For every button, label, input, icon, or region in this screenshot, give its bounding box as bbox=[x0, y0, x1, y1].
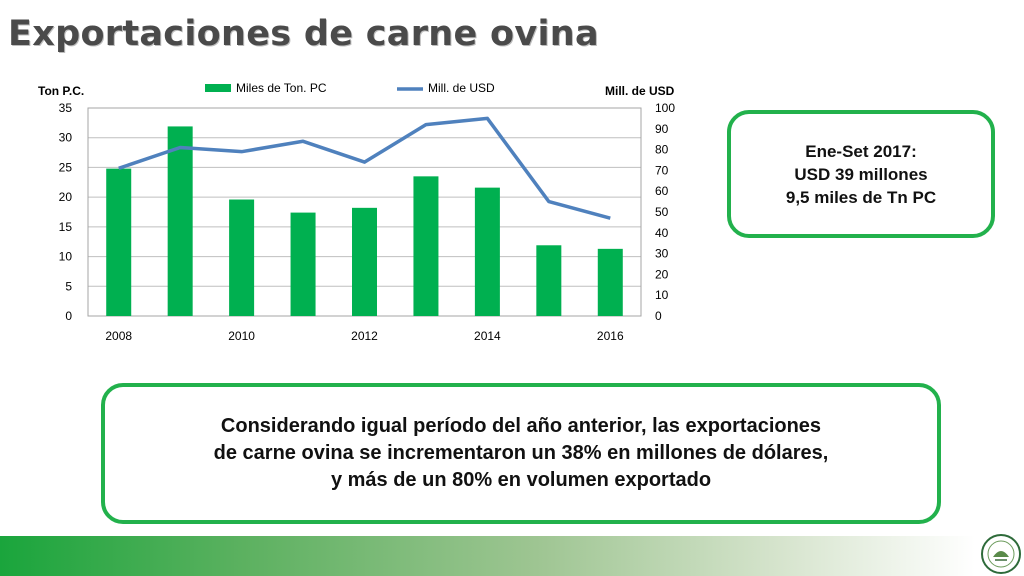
y-left-tick-label: 20 bbox=[59, 190, 73, 204]
summary-box: Considerando igual período del año anter… bbox=[101, 383, 941, 524]
summary-line: y más de un 80% en volumen exportado bbox=[330, 469, 712, 491]
y-left-tick-label: 5 bbox=[65, 279, 72, 293]
page-title: Exportaciones de carne ovina bbox=[8, 14, 599, 54]
x-tick-label: 2012 bbox=[351, 329, 378, 343]
legend-label: Mill. de USD bbox=[428, 81, 495, 95]
y-right-tick-label: 100 bbox=[655, 101, 675, 115]
y-left-tick-label: 35 bbox=[59, 101, 73, 115]
summary-line: de carne ovina se incrementaron un 38% e… bbox=[213, 442, 829, 464]
legend-label: Miles de Ton. PC bbox=[236, 81, 327, 95]
y-right-tick-label: 80 bbox=[655, 143, 669, 157]
bar bbox=[536, 245, 562, 316]
bar bbox=[352, 207, 377, 316]
callout-line: USD 39 millones bbox=[794, 164, 928, 184]
y-right-tick-label: 30 bbox=[655, 247, 669, 261]
bar bbox=[229, 199, 255, 316]
bar bbox=[106, 168, 132, 316]
y-left-tick-label: 15 bbox=[59, 220, 73, 234]
callout-line: 9,5 miles de Tn PC bbox=[785, 187, 937, 207]
y-left-tick-label: 0 bbox=[65, 309, 72, 323]
legend-swatch-bars bbox=[205, 84, 231, 92]
y-left-tick-label: 25 bbox=[59, 160, 73, 174]
y-left-tick-label: 30 bbox=[59, 131, 73, 145]
y-right-tick-label: 70 bbox=[655, 163, 669, 177]
y-left-tick-label: 10 bbox=[59, 250, 73, 264]
y-right-tick-label: 20 bbox=[655, 267, 669, 281]
y-right-tick-label: 10 bbox=[655, 288, 669, 302]
y-right-axis-label: Mill. de USD bbox=[605, 84, 675, 98]
bar bbox=[597, 248, 623, 316]
y-right-tick-label: 90 bbox=[655, 122, 669, 136]
x-tick-label: 2010 bbox=[228, 329, 255, 343]
callout-box: Ene-Set 2017: USD 39 millones 9,5 miles … bbox=[727, 110, 995, 238]
bar bbox=[167, 126, 193, 317]
summary-line: Considerando igual período del año anter… bbox=[220, 415, 822, 437]
x-tick-label: 2008 bbox=[105, 329, 132, 343]
footer-bar bbox=[0, 536, 975, 576]
x-tick-label: 2014 bbox=[474, 329, 501, 343]
y-left-axis-label: Ton P.C. bbox=[38, 84, 84, 98]
y-right-tick-label: 50 bbox=[655, 205, 669, 219]
bar bbox=[290, 212, 316, 316]
bar bbox=[413, 176, 439, 316]
callout-line: Ene-Set 2017: bbox=[805, 141, 917, 161]
y-right-tick-label: 60 bbox=[655, 184, 669, 198]
x-tick-label: 2016 bbox=[597, 329, 624, 343]
y-right-tick-label: 0 bbox=[655, 309, 662, 323]
bar bbox=[474, 187, 500, 316]
y-right-tick-label: 40 bbox=[655, 226, 669, 240]
export-chart: 0 5 10 15 20 25 30 35 0 10 20 30 40 50 60 70 80 90 100 2008… bbox=[38, 81, 675, 343]
seal-logo-icon bbox=[981, 534, 1021, 574]
